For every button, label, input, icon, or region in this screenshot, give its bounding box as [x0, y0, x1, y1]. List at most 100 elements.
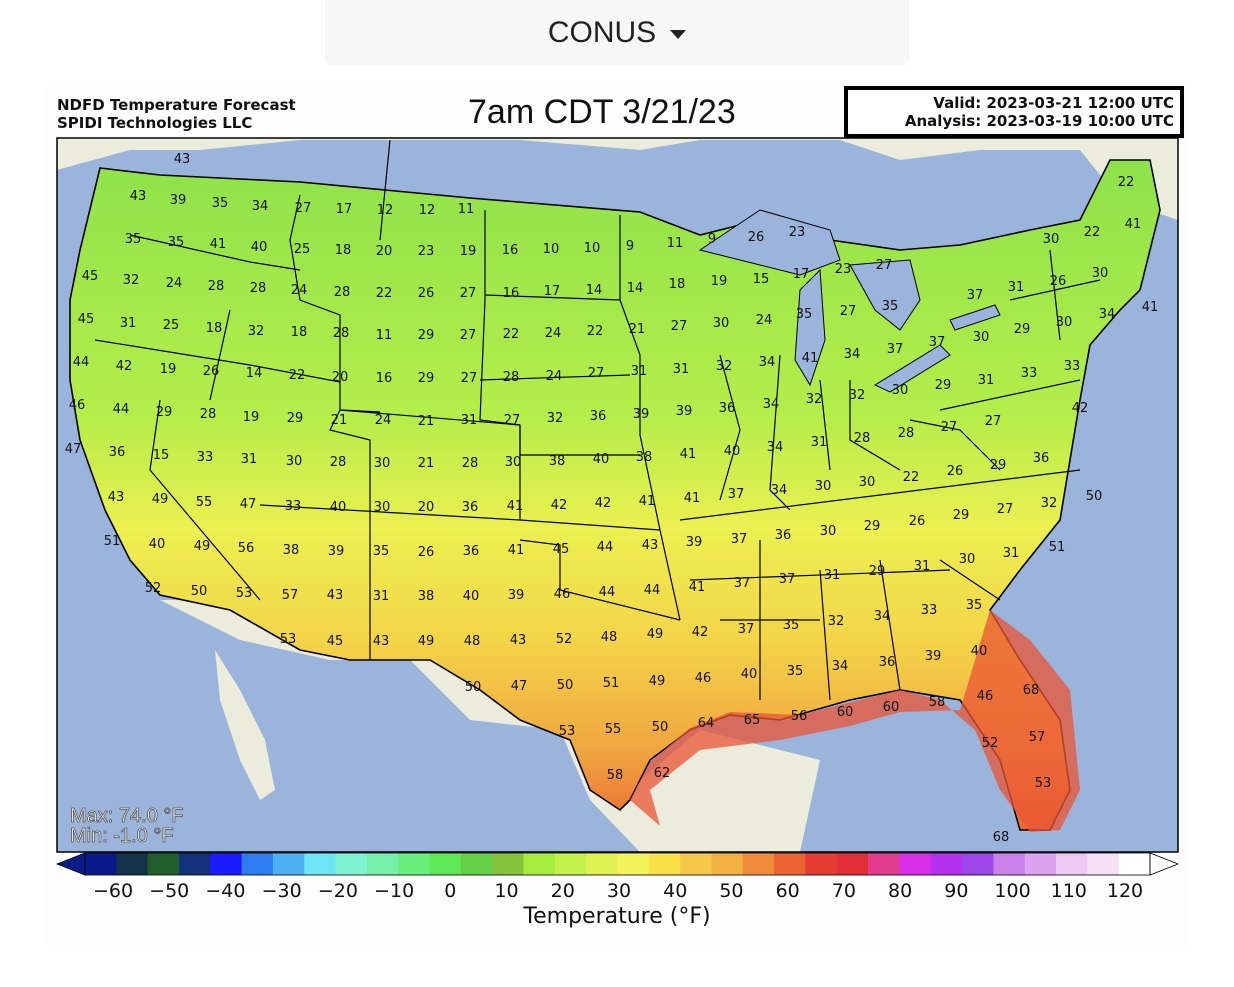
temp-label: 30 — [820, 524, 837, 539]
temp-label: 11 — [667, 236, 684, 251]
temp-label: 10 — [584, 241, 601, 256]
temp-label: 46 — [977, 689, 994, 704]
temp-label: 36 — [775, 528, 792, 543]
temp-label: 30 — [713, 316, 730, 331]
temp-label: 43 — [174, 152, 191, 167]
temp-label: 42 — [116, 359, 133, 374]
colorbar-tick-label: 70 — [831, 880, 856, 902]
colorbar-swatch — [930, 853, 963, 875]
temp-label: 31 — [1008, 280, 1025, 295]
temp-label: 30 — [959, 552, 976, 567]
caret-down-icon — [670, 29, 687, 39]
temp-label: 24 — [756, 313, 773, 328]
colorbar-ticks: −60 −50 −40 −30 −20 −10 0 10 20 30 40 50 60 70 80 90 100… — [0, 880, 1234, 906]
colorbar-tick-label: −10 — [374, 880, 415, 902]
region-selector[interactable]: CONUS — [325, 0, 909, 66]
colorbar-swatch — [304, 853, 337, 875]
temp-label: 27 — [997, 502, 1014, 517]
temp-label: 36 — [719, 401, 736, 416]
temp-label: 43 — [130, 189, 147, 204]
temp-label: 21 — [418, 414, 435, 429]
temp-label: 35 — [796, 307, 813, 322]
colorbar-swatch — [85, 853, 117, 875]
temp-label: 35 — [787, 664, 804, 679]
temp-label: 21 — [418, 456, 435, 471]
colorbar-tick-label: 30 — [606, 880, 632, 902]
temp-label: 17 — [793, 267, 810, 282]
temp-label: 36 — [590, 409, 607, 424]
colorbar-tick-label: 50 — [719, 880, 744, 902]
temp-label: 35 — [882, 299, 899, 314]
credit-line-2: SPIDI Technologies LLC — [57, 114, 253, 132]
temp-label: 60 — [837, 705, 854, 720]
temp-label: 47 — [240, 497, 257, 512]
temp-label: 44 — [599, 585, 616, 600]
colorbar-swatch — [335, 853, 368, 875]
temp-label: 32 — [828, 614, 845, 629]
colorbar-swatch — [210, 853, 243, 875]
temp-label: 29 — [864, 519, 881, 534]
temp-label: 28 — [462, 456, 479, 471]
temp-label: 33 — [921, 603, 938, 618]
temp-label: 30 — [374, 456, 391, 471]
colorbar-swatch — [398, 853, 431, 875]
temp-label: 43 — [373, 634, 390, 649]
temp-label: 22 — [1118, 175, 1135, 190]
temp-label: 42 — [1072, 401, 1089, 416]
figure-credit: NDFD Temperature Forecast SPIDI Technolo… — [57, 96, 296, 132]
colorbar-swatch — [711, 853, 744, 875]
temp-label: 29 — [287, 411, 304, 426]
temp-label: 37 — [887, 342, 904, 357]
temp-label: 35 — [212, 196, 229, 211]
colorbar-low-extend — [55, 852, 86, 876]
temp-label: 39 — [633, 407, 650, 422]
analysis-time: Analysis: 2023-03-19 10:00 UTC — [904, 112, 1174, 130]
temp-label: 28 — [200, 407, 217, 422]
temp-label: 28 — [250, 281, 267, 296]
temp-label: 36 — [463, 544, 480, 559]
temp-label: 41 — [1125, 217, 1142, 232]
temp-label: 43 — [108, 490, 125, 505]
temp-label: 36 — [462, 500, 479, 515]
temp-label: 28 — [330, 455, 347, 470]
temp-label: 27 — [461, 371, 478, 386]
temp-label: 32 — [716, 359, 733, 374]
temp-label: 51 — [104, 534, 121, 549]
temp-label: 34 — [874, 609, 891, 624]
temp-label: 44 — [644, 583, 661, 598]
colorbar-tick-label: 100 — [994, 880, 1031, 902]
temp-label: 36 — [109, 445, 126, 460]
temp-label: 31 — [120, 316, 137, 331]
temp-label: 43 — [642, 538, 659, 553]
temp-label: 44 — [113, 402, 130, 417]
temp-label: 47 — [511, 679, 528, 694]
temp-label: 51 — [603, 676, 620, 691]
temp-label: 49 — [649, 674, 666, 689]
credit-line-1: NDFD Temperature Forecast — [57, 96, 296, 114]
temp-label: 11 — [458, 202, 475, 217]
temp-label: 9 — [626, 239, 634, 254]
valid-time: Valid: 2023-03-21 12:00 UTC — [933, 94, 1174, 112]
colorbar-title: Temperature (°F) — [523, 904, 711, 929]
temp-label: 34 — [767, 440, 784, 455]
temp-label: 17 — [544, 284, 561, 299]
temp-label: 40 — [251, 240, 268, 255]
temp-label: 55 — [196, 495, 213, 510]
temp-label: 30 — [1056, 315, 1073, 330]
temp-label: 24 — [291, 283, 308, 298]
temp-label: 27 — [295, 201, 312, 216]
region-selector-label: CONUS — [547, 16, 657, 49]
temp-label: 57 — [282, 588, 299, 603]
temp-label: 58 — [607, 768, 624, 783]
temp-label: 33 — [197, 450, 214, 465]
temp-label: 53 — [236, 586, 253, 601]
temp-label: 15 — [153, 448, 170, 463]
temp-label: 24 — [166, 276, 183, 291]
colorbar-swatch — [429, 853, 462, 875]
colorbar-swatch — [962, 853, 994, 875]
temp-label: 34 — [759, 355, 776, 370]
temp-label: 22 — [503, 327, 520, 342]
temp-label: 31 — [811, 435, 828, 450]
temp-label: 43 — [510, 633, 527, 648]
temp-label: 42 — [551, 498, 568, 513]
